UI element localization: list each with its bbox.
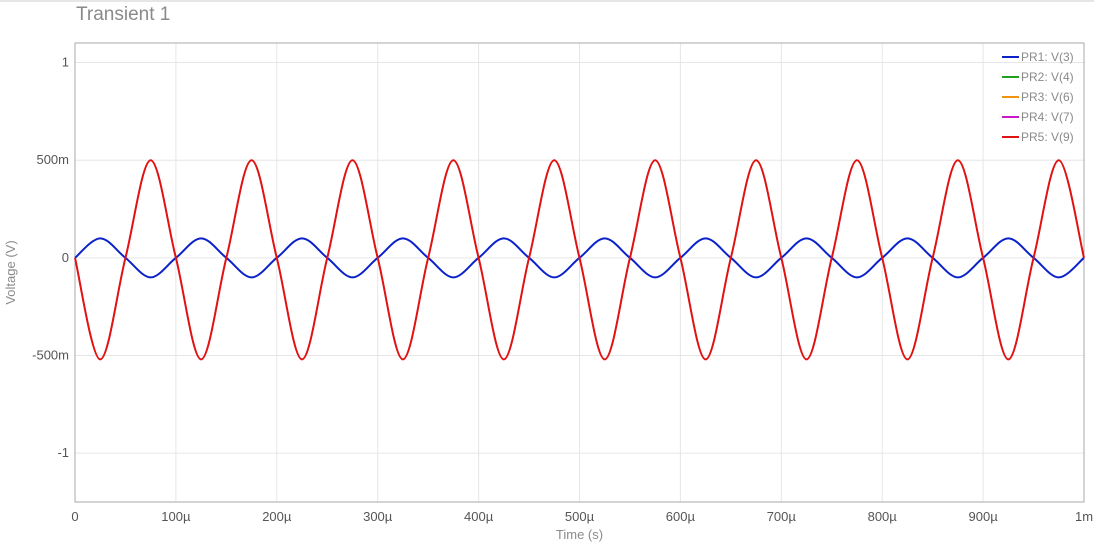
x-tick-label: 600µ	[666, 509, 696, 524]
x-tick-label: 0	[71, 509, 78, 524]
y-axis-label: Voltage (V)	[3, 240, 18, 304]
grid-lines	[74, 43, 1085, 502]
series-line-5	[74, 159, 1085, 361]
legend-item-4[interactable]: PR4: V(7)	[1002, 110, 1074, 124]
x-tick-label: 500µ	[565, 509, 595, 524]
x-tick-label: 400µ	[464, 509, 494, 524]
series-lines	[74, 159, 1085, 361]
legend-item-2[interactable]: PR2: V(4)	[1002, 70, 1074, 84]
legend-item-3[interactable]: PR3: V(6)	[1002, 90, 1074, 104]
legend-label: PR3: V(6)	[1021, 90, 1074, 104]
legend-item-5[interactable]: PR5: V(9)	[1002, 130, 1074, 144]
legend[interactable]: PR1: V(3) PR2: V(4) PR3: V(6) PR4: V(7) PR5:…	[1002, 50, 1074, 144]
x-axis-ticks: 0 100µ 200µ 300µ 400µ 500µ 600µ 700µ 800µ 900µ 1m	[71, 509, 1093, 524]
x-tick-label: 300µ	[363, 509, 393, 524]
x-tick-label: 800µ	[868, 509, 898, 524]
legend-label: PR4: V(7)	[1021, 110, 1074, 124]
x-tick-label: 1m	[1075, 509, 1093, 524]
top-divider	[0, 0, 1094, 2]
x-tick-label: 700µ	[767, 509, 797, 524]
x-tick-label: 100µ	[161, 509, 191, 524]
legend-label: PR2: V(4)	[1021, 70, 1074, 84]
legend-label: PR5: V(9)	[1021, 130, 1074, 144]
legend-item-1[interactable]: PR1: V(3)	[1002, 50, 1074, 64]
y-tick-label: 500m	[36, 152, 69, 167]
x-axis-label: Time (s)	[556, 527, 603, 542]
chart-title: Transient 1	[76, 4, 171, 25]
y-tick-label: 1	[62, 55, 69, 70]
y-tick-label: 0	[62, 250, 69, 265]
x-tick-label: 900µ	[969, 509, 999, 524]
y-axis-ticks: 1 500m 0 -500m -1	[32, 55, 69, 461]
plot-area-frame	[74, 42, 1085, 503]
legend-label: PR1: V(3)	[1021, 50, 1074, 64]
y-tick-label: -1	[57, 445, 69, 460]
x-tick-label: 200µ	[262, 509, 292, 524]
y-tick-label: -500m	[32, 348, 69, 363]
